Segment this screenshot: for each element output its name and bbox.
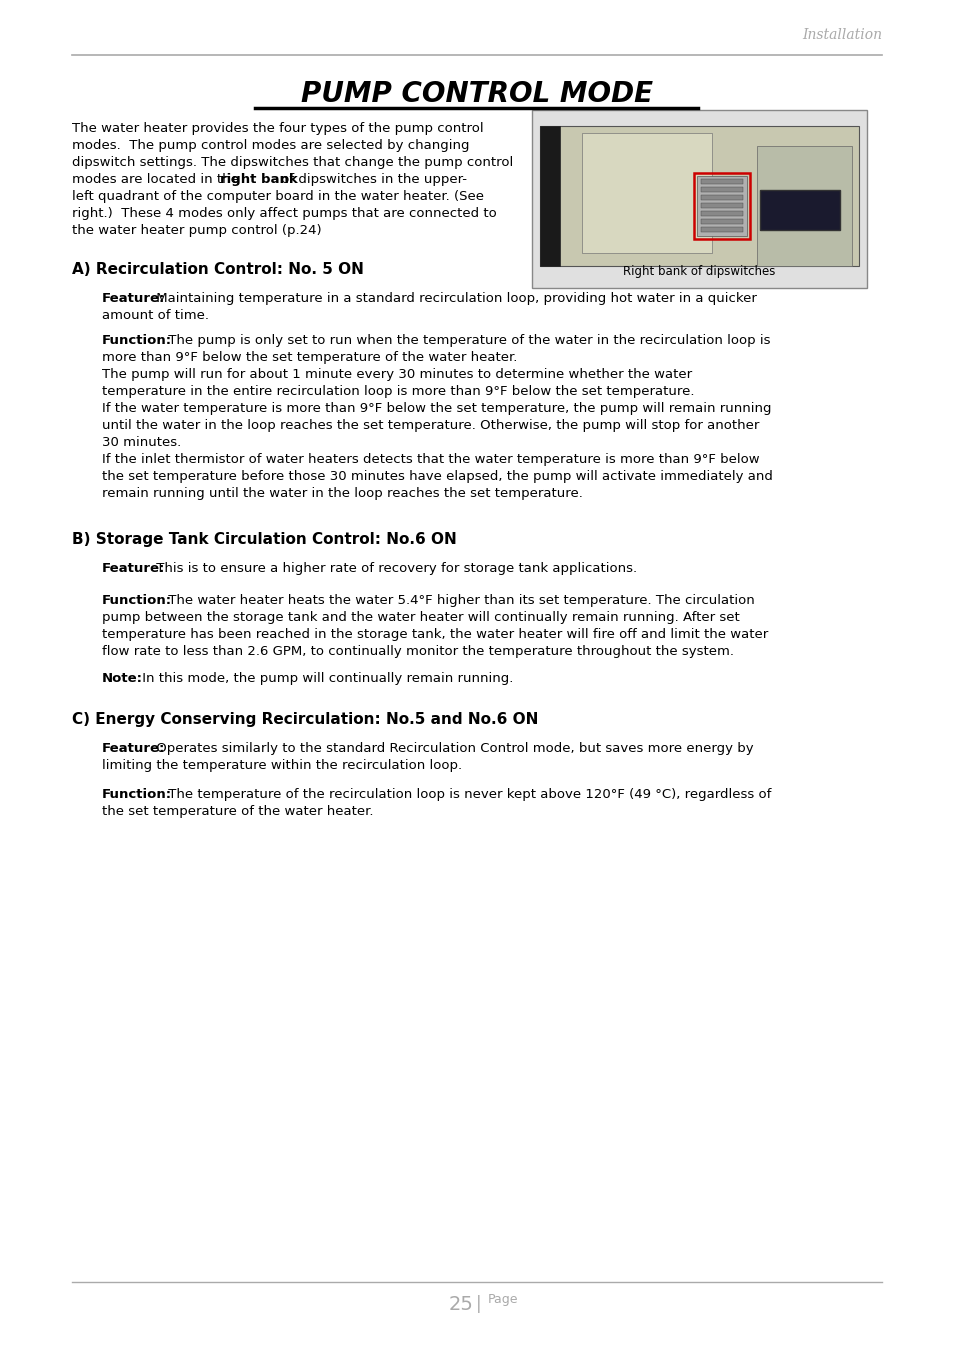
Bar [539, 126, 559, 266]
Text: until the water in the loop reaches the set temperature. Otherwise, the pump wil: until the water in the loop reaches the … [102, 418, 759, 432]
Text: Right bank of dipswitches: Right bank of dipswitches [622, 265, 775, 278]
Text: Installation: Installation [801, 28, 882, 42]
Bar [764, 197, 779, 225]
Text: Note:: Note: [102, 672, 143, 684]
Text: temperature has been reached in the storage tank, the water heater will fire off: temperature has been reached in the stor… [102, 628, 767, 641]
Text: temperature in the entire recirculation loop is more than 9°F below the set temp: temperature in the entire recirculation … [102, 385, 694, 398]
Text: The temperature of the recirculation loop is never kept above 120°F (49 °C), reg: The temperature of the recirculation loo… [164, 788, 771, 801]
Text: dipswitch settings. The dipswitches that change the pump control: dipswitch settings. The dipswitches that… [71, 157, 513, 169]
Bar [700, 219, 742, 224]
Text: remain running until the water in the loop reaches the set temperature.: remain running until the water in the lo… [102, 487, 582, 500]
Text: Function:: Function: [102, 594, 172, 608]
Bar [700, 227, 742, 232]
Text: In this mode, the pump will continually remain running.: In this mode, the pump will continually … [138, 672, 513, 684]
Bar [786, 197, 801, 225]
Bar [808, 197, 822, 225]
Bar [693, 173, 749, 239]
Text: If the water temperature is more than 9°F below the set temperature, the pump wi: If the water temperature is more than 9°… [102, 402, 771, 414]
Bar [581, 134, 711, 252]
Bar [700, 180, 742, 184]
Text: 25: 25 [449, 1295, 474, 1314]
Text: The water heater provides the four types of the pump control: The water heater provides the four types… [71, 122, 483, 135]
Bar [532, 109, 866, 288]
Text: the set temperature of the water heater.: the set temperature of the water heater. [102, 805, 374, 818]
Bar [700, 194, 742, 200]
Text: 30 minutes.: 30 minutes. [102, 436, 181, 450]
Text: the set temperature before those 30 minutes have elapsed, the pump will activate: the set temperature before those 30 minu… [102, 470, 772, 483]
Text: Operates similarly to the standard Recirculation Control mode, but saves more en: Operates similarly to the standard Recir… [152, 743, 753, 755]
Text: the water heater pump control (p.24): the water heater pump control (p.24) [71, 224, 321, 238]
Text: Maintaining temperature in a standard recirculation loop, providing hot water in: Maintaining temperature in a standard re… [152, 292, 756, 305]
Bar [700, 202, 742, 208]
Text: amount of time.: amount of time. [102, 309, 209, 323]
Bar [539, 126, 858, 266]
Bar [700, 188, 742, 192]
Text: flow rate to less than 2.6 GPM, to continually monitor the temperature throughou: flow rate to less than 2.6 GPM, to conti… [102, 645, 733, 657]
Text: The pump will run for about 1 minute every 30 minutes to determine whether the w: The pump will run for about 1 minute eve… [102, 369, 691, 381]
Text: Feature:: Feature: [102, 292, 165, 305]
Text: PUMP CONTROL MODE: PUMP CONTROL MODE [300, 80, 653, 108]
Text: Feature:: Feature: [102, 562, 165, 575]
Bar [760, 190, 840, 230]
Text: more than 9°F below the set temperature of the water heater.: more than 9°F below the set temperature … [102, 351, 517, 364]
Text: Function:: Function: [102, 788, 172, 801]
Text: left quadrant of the computer board in the water heater. (See: left quadrant of the computer board in t… [71, 190, 483, 202]
Text: modes.  The pump control modes are selected by changing: modes. The pump control modes are select… [71, 139, 469, 153]
Text: A) Recirculation Control: No. 5 ON: A) Recirculation Control: No. 5 ON [71, 262, 363, 277]
Text: B) Storage Tank Circulation Control: No.6 ON: B) Storage Tank Circulation Control: No.… [71, 532, 456, 547]
Text: limiting the temperature within the recirculation loop.: limiting the temperature within the reci… [102, 759, 461, 772]
Bar [700, 211, 742, 216]
Bar [757, 146, 851, 266]
Text: Feature:: Feature: [102, 743, 165, 755]
Bar [760, 190, 840, 230]
Text: Function:: Function: [102, 333, 172, 347]
Text: The water heater heats the water 5.4°F higher than its set temperature. The circ: The water heater heats the water 5.4°F h… [164, 594, 754, 608]
Text: This is to ensure a higher rate of recovery for storage tank applications.: This is to ensure a higher rate of recov… [152, 562, 637, 575]
Text: pump between the storage tank and the water heater will continually remain runni: pump between the storage tank and the wa… [102, 612, 739, 624]
Text: right bank: right bank [220, 173, 297, 186]
Text: modes are located in the: modes are located in the [71, 173, 243, 186]
Text: of dipswitches in the upper-: of dipswitches in the upper- [276, 173, 467, 186]
Text: right.)  These 4 modes only affect pumps that are connected to: right.) These 4 modes only affect pumps … [71, 207, 497, 220]
Bar [697, 176, 746, 236]
Text: |: | [476, 1295, 481, 1314]
Text: C) Energy Conserving Recirculation: No.5 and No.6 ON: C) Energy Conserving Recirculation: No.5… [71, 711, 537, 728]
Text: The pump is only set to run when the temperature of the water in the recirculati: The pump is only set to run when the tem… [164, 333, 770, 347]
Text: Page: Page [488, 1293, 518, 1305]
Text: If the inlet thermistor of water heaters detects that the water temperature is m: If the inlet thermistor of water heaters… [102, 454, 759, 466]
